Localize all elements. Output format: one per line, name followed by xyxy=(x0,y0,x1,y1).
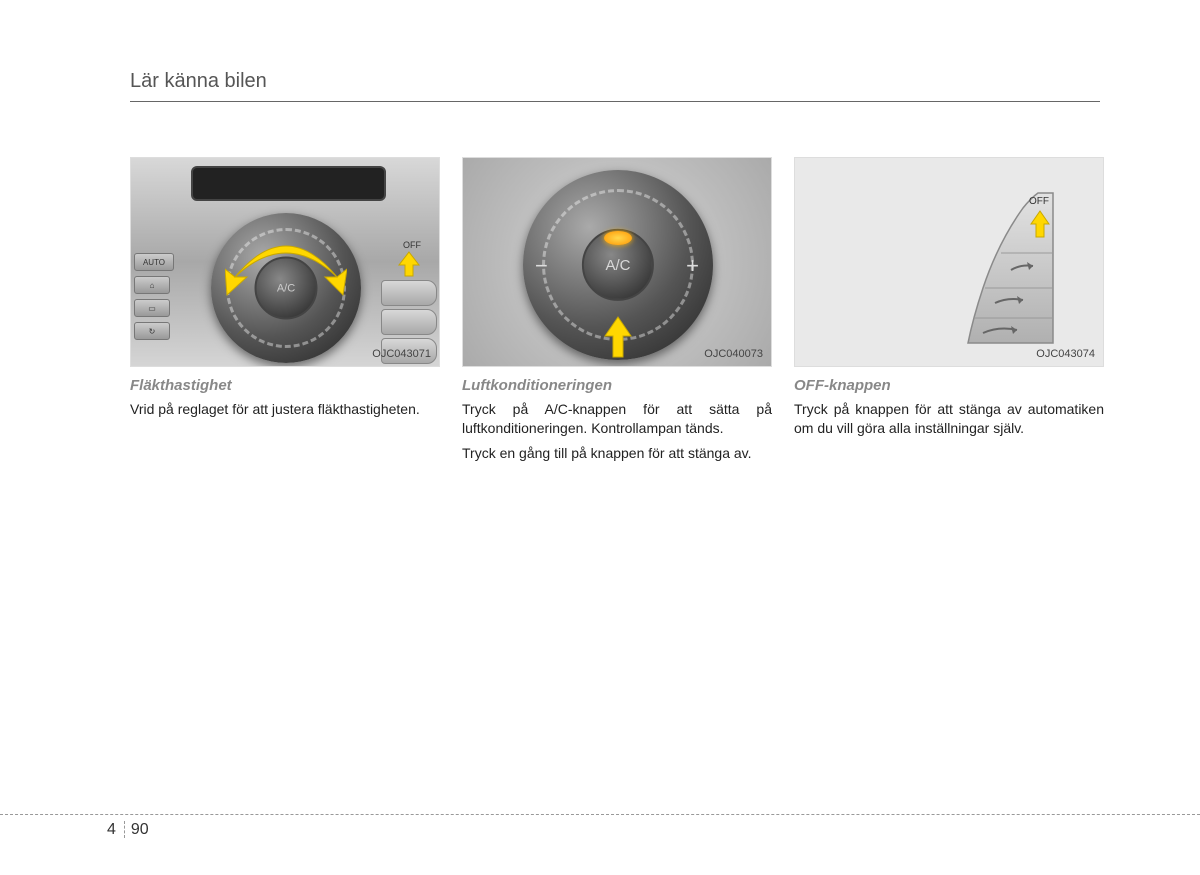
body-paragraph: Vrid på reglaget för att justera fläktha… xyxy=(130,400,440,419)
plus-icon: + xyxy=(686,253,699,279)
page-num-value: 90 xyxy=(131,821,149,838)
arrow-up-icon xyxy=(397,251,421,277)
radio-display xyxy=(191,166,386,201)
arrow-up-icon xyxy=(1029,210,1051,238)
section-title: OFF-knappen xyxy=(794,377,1104,394)
section-title: Fläkthastighet xyxy=(130,377,440,394)
minus-icon: − xyxy=(535,253,548,279)
chapter-number: 4 xyxy=(107,821,125,838)
body-paragraph: Tryck på knappen för att stänga av autom… xyxy=(794,400,1104,438)
fan-speed-dial: A/C xyxy=(211,213,361,363)
breadcrumb: Lär känna bilen xyxy=(130,70,1100,102)
defrost-button: ⌂ xyxy=(134,276,170,294)
column-2: A/C − + OJC040073 Luftkonditioneringen T… xyxy=(462,157,772,469)
page-footer: 490 xyxy=(0,814,1200,815)
arrow-up-icon xyxy=(603,316,633,358)
figure-ac: A/C − + OJC040073 xyxy=(462,157,772,367)
body-paragraph: Tryck på A/C-knappen för att sätta på lu… xyxy=(462,400,772,438)
column-1: AUTO ⌂ ▭ ↻ OFF A/C OJC043071 xyxy=(130,157,440,469)
figure-fan-speed: AUTO ⌂ ▭ ↻ OFF A/C OJC043071 xyxy=(130,157,440,367)
recirc-button: ↻ xyxy=(134,322,170,340)
figure-code: OJC040073 xyxy=(704,348,763,360)
figure-off: OFF OJC043074 xyxy=(794,157,1104,367)
page-number: 4 90 xyxy=(107,821,149,839)
airflow-face-button xyxy=(381,280,437,306)
ac-center-button: A/C xyxy=(255,257,318,320)
off-label: OFF xyxy=(403,240,421,250)
section-title: Luftkonditioneringen xyxy=(462,377,772,394)
body-paragraph: Tryck en gång till på knappen för att st… xyxy=(462,444,772,463)
column-3: OFF OJC043074 OFF-knappen Tryck på knapp… xyxy=(794,157,1104,469)
content-columns: AUTO ⌂ ▭ ↻ OFF A/C OJC043071 xyxy=(130,157,1100,469)
figure-code: OJC043071 xyxy=(372,348,431,360)
rear-defrost-button: ▭ xyxy=(134,299,170,317)
figure-code: OJC043074 xyxy=(1036,348,1095,360)
ac-indicator-light xyxy=(604,231,632,245)
manual-page: Lär känna bilen AUTO ⌂ ▭ ↻ OFF xyxy=(0,0,1200,469)
auto-button: AUTO xyxy=(134,253,174,271)
airflow-bilevel-button xyxy=(381,309,437,335)
off-label: OFF xyxy=(1029,196,1049,207)
mode-selector-panel: OFF xyxy=(923,188,1063,348)
